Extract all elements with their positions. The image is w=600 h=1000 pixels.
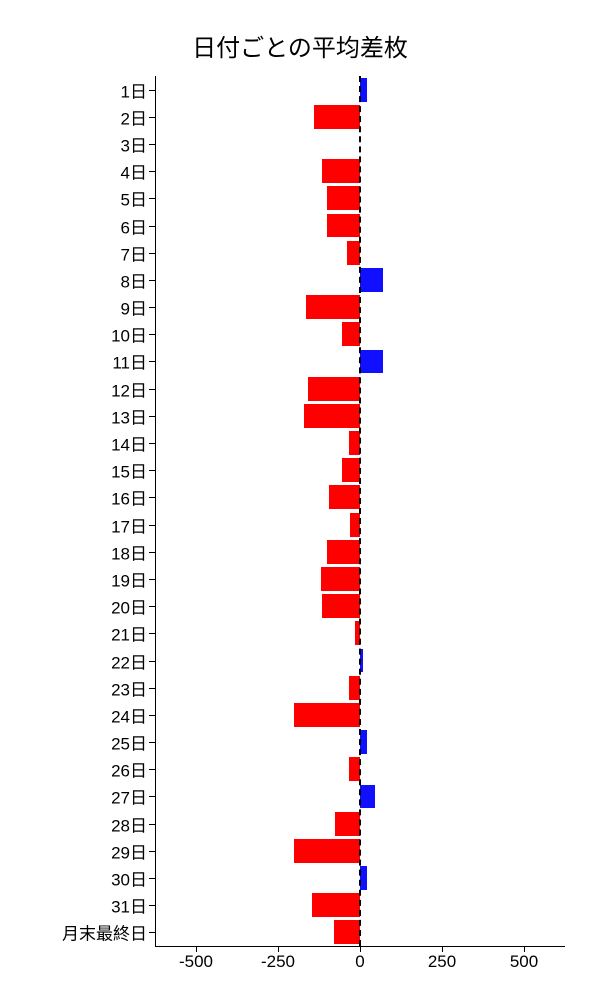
y-tick (149, 932, 155, 933)
y-tick (149, 144, 155, 145)
bar (321, 567, 360, 591)
y-axis-label: 8日 (121, 267, 147, 292)
x-axis-label: -500 (179, 952, 213, 972)
y-axis-label: 5日 (121, 186, 147, 211)
bar (329, 485, 360, 509)
y-axis-label: 14日 (111, 431, 147, 456)
y-tick (149, 497, 155, 498)
x-axis-label: -250 (261, 952, 295, 972)
y-axis-label: 31日 (111, 893, 147, 918)
y-axis-label: 26日 (111, 757, 147, 782)
bar (327, 186, 360, 210)
y-axis-label: 12日 (111, 376, 147, 401)
bar (322, 159, 360, 183)
bar (304, 404, 360, 428)
y-tick (149, 878, 155, 879)
y-tick (149, 661, 155, 662)
bar (314, 105, 360, 129)
y-tick (149, 905, 155, 906)
y-axis-label: 21日 (111, 621, 147, 646)
y-tick (149, 633, 155, 634)
y-tick (149, 307, 155, 308)
y-axis-label: 17日 (111, 512, 147, 537)
x-axis-label: 250 (428, 952, 456, 972)
y-tick (149, 389, 155, 390)
y-axis-label: 7日 (121, 240, 147, 265)
y-axis-label: 27日 (111, 784, 147, 809)
y-tick (149, 361, 155, 362)
y-axis-label: 30日 (111, 866, 147, 891)
y-axis-label: 4日 (121, 159, 147, 184)
y-tick (149, 579, 155, 580)
bar (360, 785, 375, 809)
y-tick (149, 606, 155, 607)
y-axis-label: 1日 (121, 77, 147, 102)
chart-title: 日付ごとの平均差枚 (0, 28, 600, 63)
y-tick (149, 769, 155, 770)
y-axis-label: 19日 (111, 566, 147, 591)
bar (334, 920, 360, 944)
bar (308, 377, 360, 401)
y-tick (149, 171, 155, 172)
plot-area: 1日2日3日4日5日6日7日8日9日10日11日12日13日14日15日16日1… (155, 76, 565, 946)
x-axis-label: 0 (355, 952, 364, 972)
bar (294, 703, 360, 727)
y-tick (149, 443, 155, 444)
bar (327, 540, 360, 564)
y-tick (149, 226, 155, 227)
daily-avg-diff-chart: 日付ごとの平均差枚 1日2日3日4日5日6日7日8日9日10日11日12日13日… (0, 0, 600, 1000)
y-tick (149, 416, 155, 417)
y-axis-label: 16日 (111, 485, 147, 510)
y-tick (149, 280, 155, 281)
bar (294, 839, 360, 863)
zero-line (359, 76, 361, 946)
y-tick (149, 688, 155, 689)
y-axis-label: 18日 (111, 539, 147, 564)
bar (360, 350, 383, 374)
y-axis-label: 月末最終日 (62, 920, 147, 945)
bar (342, 458, 360, 482)
y-axis-line (155, 76, 156, 946)
y-axis-label: 6日 (121, 213, 147, 238)
y-axis-label: 28日 (111, 811, 147, 836)
y-axis-label: 23日 (111, 675, 147, 700)
y-axis-label: 11日 (112, 349, 147, 374)
y-tick (149, 198, 155, 199)
y-tick (149, 851, 155, 852)
bar (306, 295, 360, 319)
y-tick (149, 796, 155, 797)
y-tick (149, 525, 155, 526)
bar (327, 214, 360, 238)
y-axis-label: 29日 (111, 838, 147, 863)
bar (312, 893, 360, 917)
y-axis-label: 15日 (111, 458, 147, 483)
y-axis-label: 24日 (111, 702, 147, 727)
y-tick (149, 824, 155, 825)
bar (360, 268, 383, 292)
y-axis-label: 22日 (111, 648, 147, 673)
y-tick (149, 715, 155, 716)
y-tick (149, 90, 155, 91)
y-axis-label: 13日 (111, 403, 147, 428)
bar (322, 594, 360, 618)
bar (342, 322, 360, 346)
y-axis-label: 20日 (111, 594, 147, 619)
y-axis-label: 25日 (111, 730, 147, 755)
y-tick (149, 552, 155, 553)
y-axis-label: 9日 (121, 295, 147, 320)
bar (335, 812, 360, 836)
y-axis-label: 10日 (111, 322, 147, 347)
y-axis-label: 2日 (121, 104, 147, 129)
y-tick (149, 117, 155, 118)
y-tick (149, 334, 155, 335)
y-tick (149, 253, 155, 254)
y-tick (149, 470, 155, 471)
x-axis-label: 500 (510, 952, 538, 972)
y-tick (149, 742, 155, 743)
y-axis-label: 3日 (121, 131, 147, 156)
